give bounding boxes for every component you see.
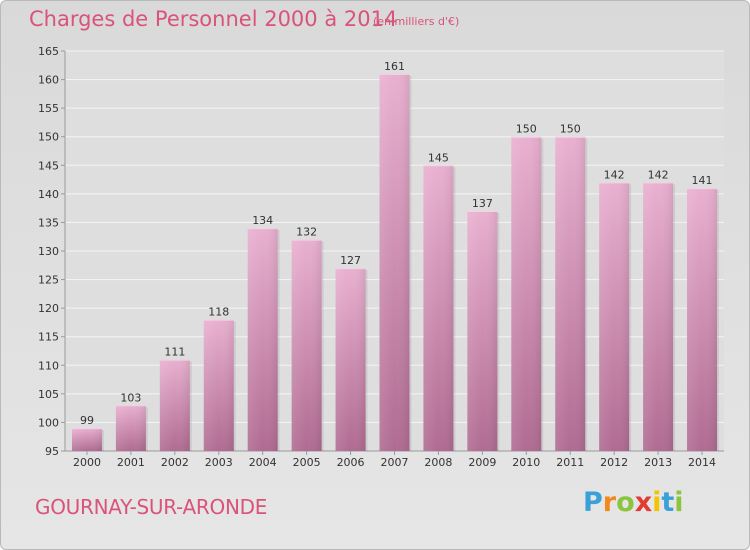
- bar-highlight: [71, 428, 102, 451]
- bar-highlight: [555, 136, 586, 451]
- proxiti-logo[interactable]: Proxiti: [583, 487, 684, 518]
- data-label: 145: [428, 151, 449, 164]
- y-tick-label: 150: [38, 131, 59, 144]
- y-tick-label: 100: [38, 416, 59, 429]
- chart-title: Charges de Personnel 2000 à 2014: [29, 7, 398, 31]
- data-label: 137: [472, 197, 493, 210]
- brand-letter: x: [634, 487, 653, 518]
- bar-highlight: [115, 405, 146, 451]
- data-label: 141: [692, 174, 713, 187]
- x-tick-label: 2013: [644, 456, 672, 469]
- brand-letter: r: [602, 487, 617, 518]
- x-tick-label: 2014: [688, 456, 716, 469]
- brand-letter: o: [616, 487, 635, 518]
- bar-highlight: [687, 188, 718, 451]
- data-label: 118: [208, 306, 229, 319]
- x-tick-label: 2009: [468, 456, 496, 469]
- chart-subtitle: (en milliers d'€): [373, 15, 460, 28]
- commune-name: GOURNAY-SUR-ARONDE: [35, 495, 268, 519]
- data-label: 111: [164, 346, 185, 359]
- x-tick-label: 2010: [512, 456, 540, 469]
- y-tick-label: 130: [38, 245, 59, 258]
- bar-highlight: [159, 359, 190, 451]
- y-tick-label: 120: [38, 302, 59, 315]
- brand-letter: t: [661, 487, 675, 518]
- x-tick-label: 2002: [161, 456, 189, 469]
- data-label: 127: [340, 254, 361, 267]
- x-tick-label: 2000: [73, 456, 101, 469]
- brand-letter: P: [583, 487, 603, 518]
- data-label: 161: [384, 60, 405, 73]
- bar-highlight: [423, 165, 454, 452]
- data-label: 142: [604, 168, 625, 181]
- x-tick-label: 2008: [424, 456, 452, 469]
- x-tick-label: 2006: [337, 456, 365, 469]
- bar-highlight: [203, 319, 234, 451]
- y-tick-label: 165: [38, 45, 59, 58]
- bar-highlight: [643, 182, 674, 451]
- y-tick-label: 115: [38, 331, 59, 344]
- bar-highlight: [467, 211, 498, 451]
- data-label: 99: [80, 414, 94, 427]
- x-tick-label: 2004: [249, 456, 277, 469]
- bar-highlight: [291, 239, 322, 451]
- y-tick-label: 135: [38, 216, 59, 229]
- bar-highlight: [511, 136, 542, 451]
- y-tick-label: 125: [38, 274, 59, 287]
- y-tick-label: 140: [38, 188, 59, 201]
- y-tick-label: 110: [38, 359, 59, 372]
- y-tick-label: 95: [45, 445, 59, 458]
- x-tick-label: 2001: [117, 456, 145, 469]
- bar-highlight: [599, 182, 630, 451]
- data-label: 103: [120, 391, 141, 404]
- x-tick-label: 2003: [205, 456, 233, 469]
- brand-letter: i: [674, 487, 684, 518]
- y-tick-label: 145: [38, 159, 59, 172]
- x-tick-label: 2011: [556, 456, 584, 469]
- bar-highlight: [247, 228, 278, 451]
- y-tick-label: 105: [38, 388, 59, 401]
- x-tick-label: 2012: [600, 456, 628, 469]
- data-label: 132: [296, 226, 317, 239]
- bar-highlight: [335, 268, 366, 451]
- bar-highlight: [379, 73, 410, 451]
- x-tick-label: 2007: [381, 456, 409, 469]
- data-label: 150: [560, 123, 581, 136]
- data-label: 134: [252, 214, 273, 227]
- y-tick-label: 160: [38, 74, 59, 87]
- x-tick-label: 2005: [293, 456, 321, 469]
- data-label: 150: [516, 123, 537, 136]
- y-tick-label: 155: [38, 102, 59, 115]
- data-label: 142: [648, 168, 669, 181]
- brand-letter: i: [652, 487, 662, 518]
